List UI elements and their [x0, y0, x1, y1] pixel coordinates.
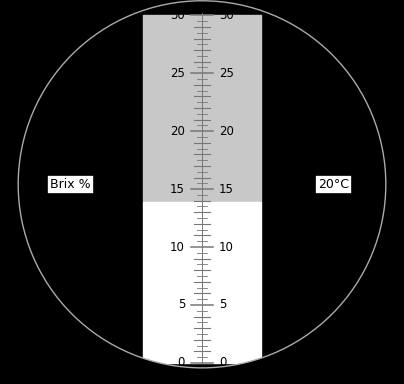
Bar	[143, 202, 261, 363]
Ellipse shape	[18, 1, 386, 368]
Text: 0: 0	[178, 356, 185, 369]
Text: 20: 20	[219, 125, 234, 138]
Text: 25: 25	[170, 67, 185, 80]
Text: 5: 5	[219, 298, 226, 311]
Text: 25: 25	[219, 67, 234, 80]
Text: 5: 5	[178, 298, 185, 311]
Bar	[143, 15, 261, 202]
Text: 15: 15	[219, 183, 234, 195]
Text: 0: 0	[219, 356, 226, 369]
Text: 20: 20	[170, 125, 185, 138]
Text: 30: 30	[170, 9, 185, 22]
Text: 20°C: 20°C	[318, 178, 349, 191]
Text: Brix %: Brix %	[50, 178, 91, 191]
Text: 10: 10	[219, 240, 234, 253]
Text: 10: 10	[170, 240, 185, 253]
Text: 15: 15	[170, 183, 185, 195]
Text: Field of View: Field of View	[12, 356, 98, 369]
Text: 30: 30	[219, 9, 234, 22]
